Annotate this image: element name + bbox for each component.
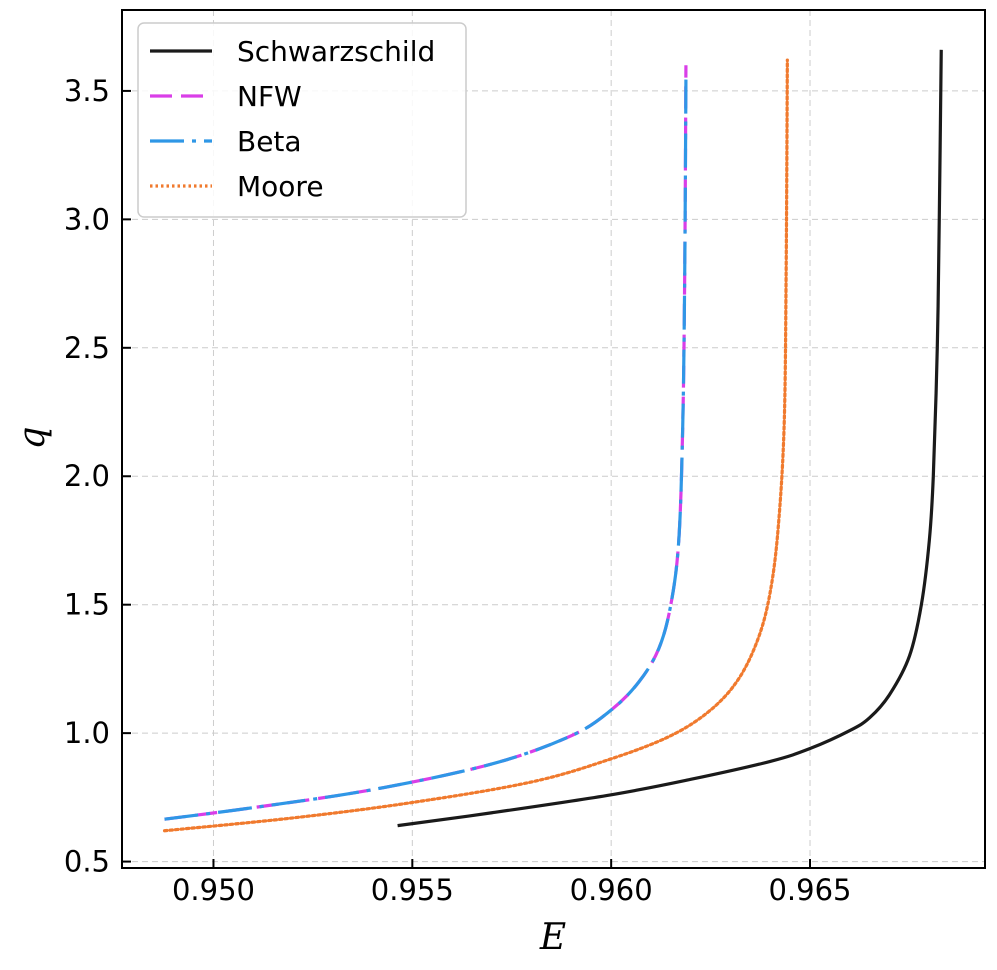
- x-axis-label: E: [539, 917, 566, 958]
- y-tick-label: 3.0: [64, 202, 110, 236]
- legend-label-beta: Beta: [237, 125, 302, 158]
- series-line-schwarzschild: [397, 49, 943, 828]
- legend-label-schwarzschild: Schwarzschild: [237, 35, 435, 68]
- series-layer: [162, 49, 943, 833]
- legend: Schwarzschild NFW Beta Moore: [137, 22, 467, 218]
- legend-label-moore: Moore: [237, 170, 324, 203]
- y-tick-label: 2.5: [64, 331, 110, 365]
- axis-ticks: 0.950 0.955 0.960 0.965 0.5 1.0 1.5 2.0 2.5 3.0 3.…: [64, 74, 852, 907]
- series-line-beta: [164, 78, 688, 821]
- x-tick-label: 0.950: [172, 873, 255, 907]
- x-tick-label: 0.955: [371, 873, 454, 907]
- y-axis-label: q: [12, 426, 53, 449]
- y-tick-label: 0.5: [64, 845, 110, 879]
- x-tick-label: 0.960: [570, 873, 653, 907]
- legend-box: [137, 22, 467, 218]
- plot-frame: [121, 9, 986, 869]
- y-tick-label: 1.5: [64, 588, 110, 622]
- legend-label-nfw: NFW: [237, 80, 302, 113]
- y-tick-label: 1.0: [64, 716, 110, 750]
- x-tick-label: 0.965: [768, 873, 851, 907]
- y-tick-label: 3.5: [64, 74, 110, 108]
- y-tick-label: 2.0: [64, 459, 110, 493]
- series-line-moore: [162, 58, 789, 833]
